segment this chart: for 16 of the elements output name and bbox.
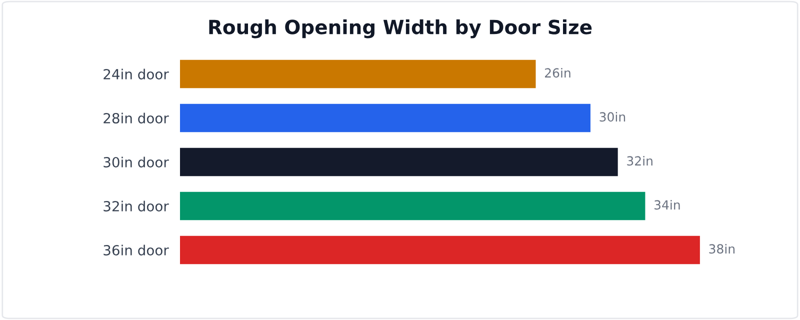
chart-title: Rough Opening Width by Door Size — [209, 19, 592, 38]
y-tick-label: 32in door — [104, 200, 169, 212]
y-tick-label: 30in door — [104, 156, 169, 168]
y-tick-label: 36in door — [104, 244, 169, 256]
bar — [180, 192, 646, 220]
data-label: 34in — [654, 200, 680, 210]
data-label: 32in — [627, 156, 652, 166]
bar — [180, 60, 536, 88]
data-label: 30in — [600, 112, 626, 122]
bar — [180, 104, 590, 132]
y-tick-label: 24in door — [104, 68, 169, 80]
y-tick-label: 28in door — [104, 112, 169, 124]
bar — [180, 236, 700, 264]
data-label: 38in — [709, 244, 735, 254]
data-label: 26in — [544, 68, 570, 78]
bar — [180, 148, 618, 176]
